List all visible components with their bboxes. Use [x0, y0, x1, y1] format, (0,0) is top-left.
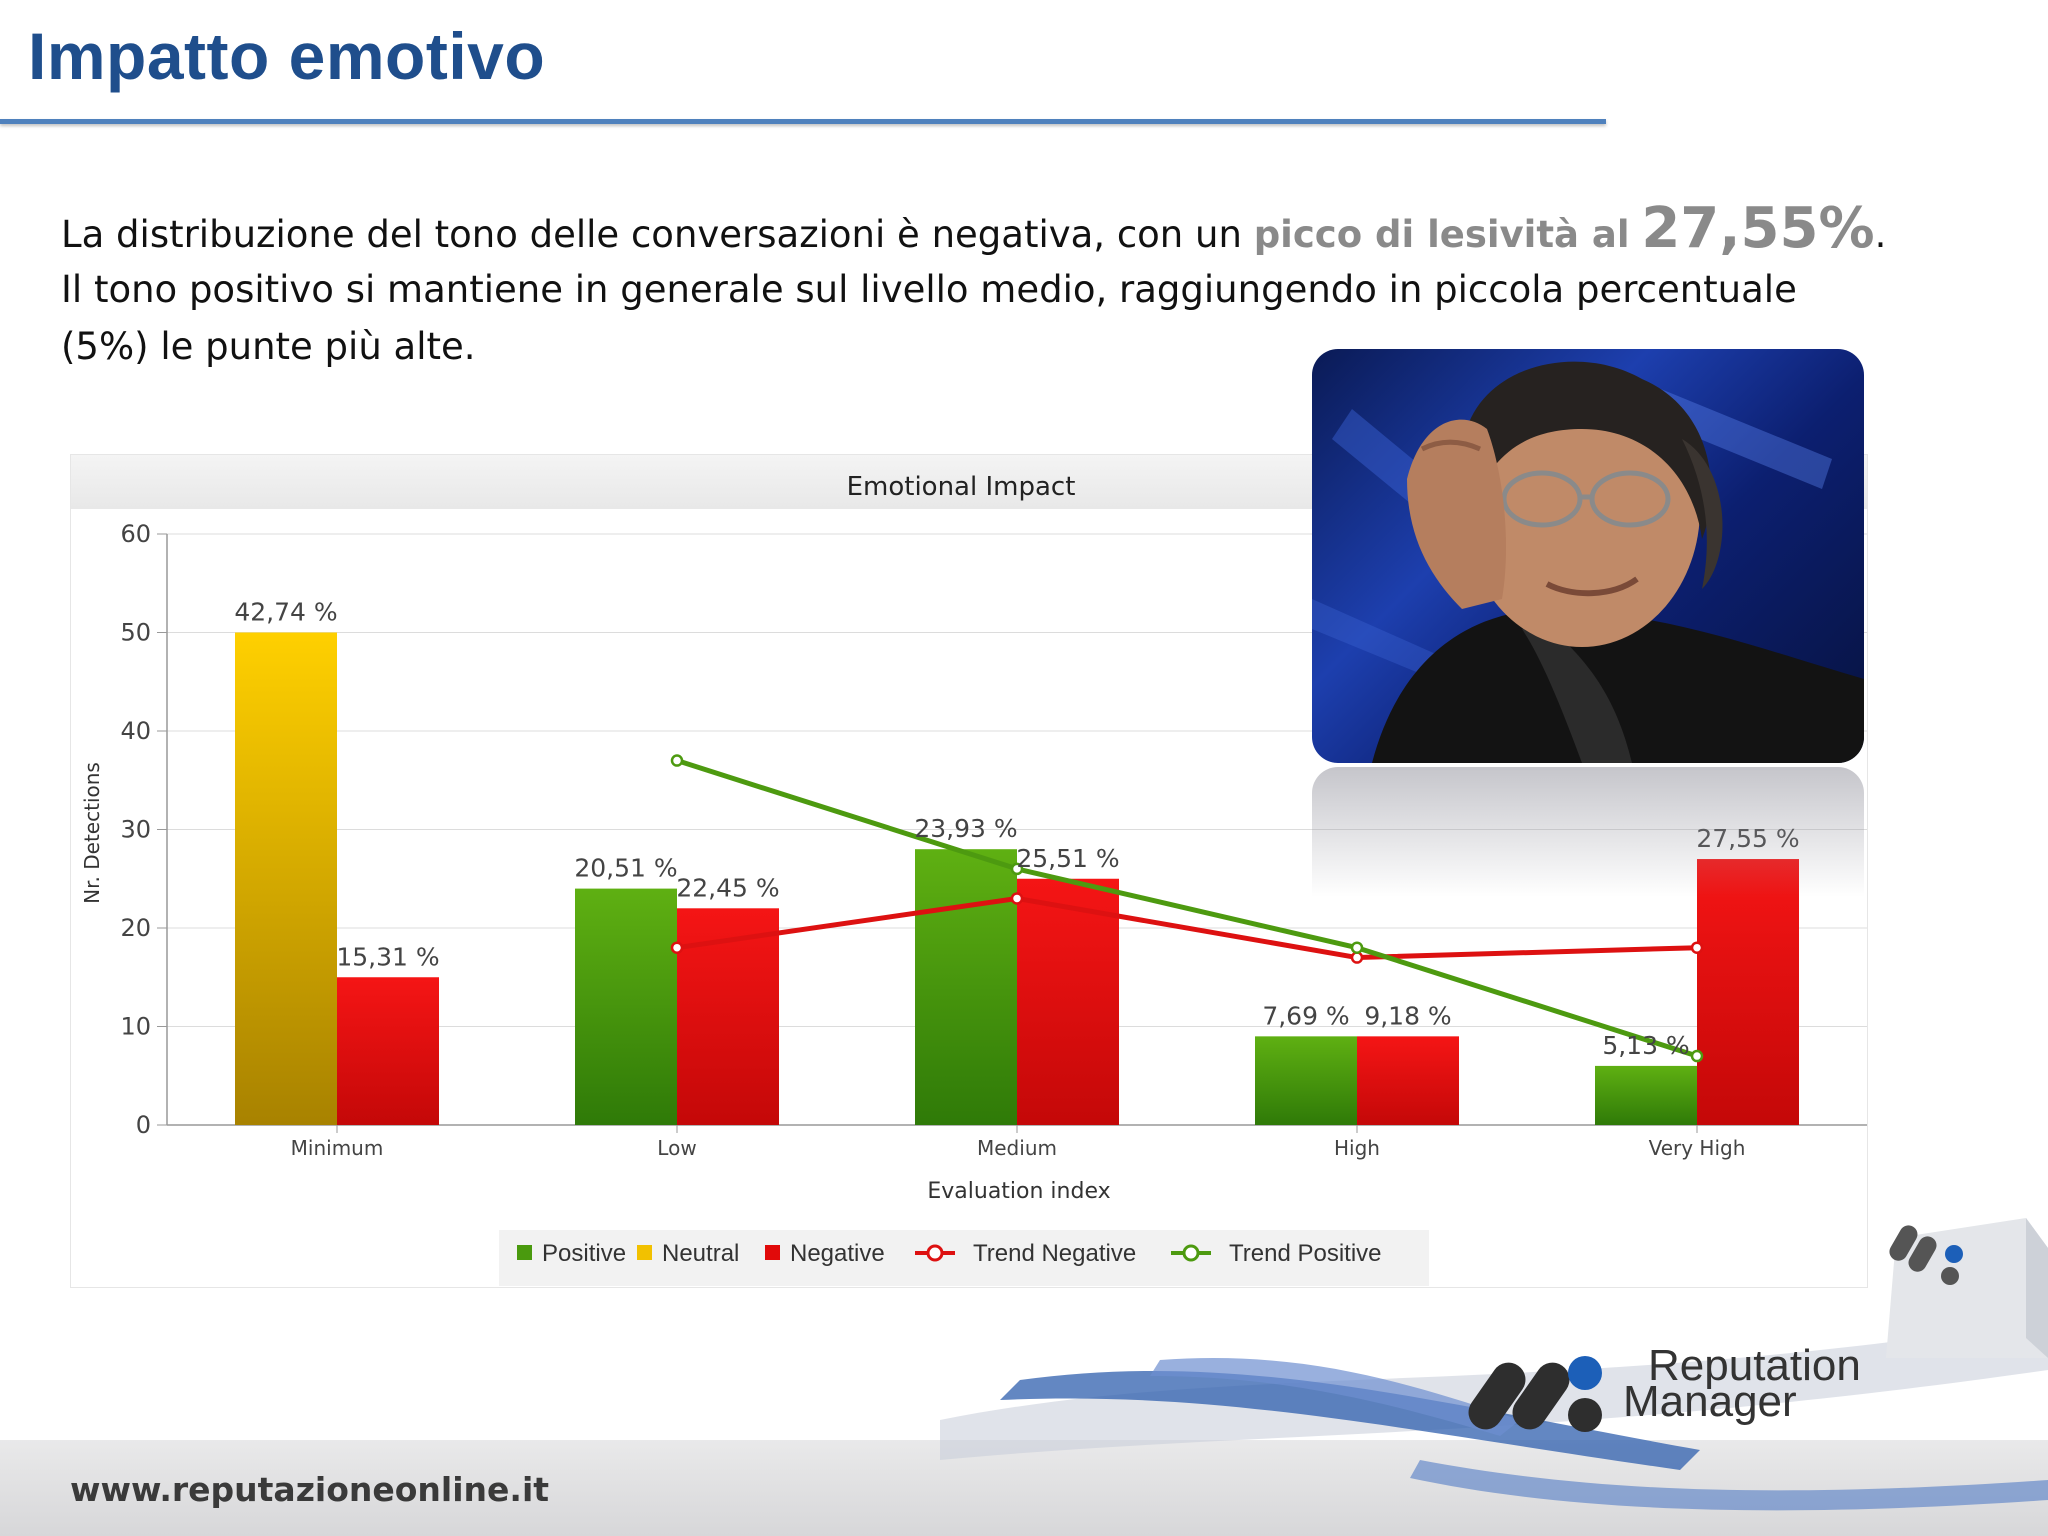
line-trend-negative [676, 895, 1698, 961]
summary-line-2: Il tono positivo si mantiene in generale… [61, 268, 1797, 311]
chart-title: Emotional Impact [847, 472, 1076, 502]
footer-band [0, 1440, 2048, 1536]
data-label: 23,93 % [914, 814, 1017, 843]
x-tick-label: High [1334, 1136, 1380, 1160]
chart-bars [235, 632, 1799, 1125]
portrait-illustration [1312, 361, 1864, 763]
brand-logo: Reputation Manager [1460, 1341, 1940, 1435]
footer-url: www.reputazioneonline.it [70, 1470, 550, 1509]
point-trend-negative [1010, 892, 1024, 905]
x-tick-label: Medium [977, 1136, 1057, 1160]
y-tick-label: 40 [120, 717, 151, 745]
y-axis-label: Nr. Detections [80, 762, 104, 904]
legend-label-negative: Negative [790, 1240, 885, 1267]
legend-swatch-neutral [637, 1245, 652, 1260]
bar-negative [337, 977, 439, 1125]
line-trend-positive [676, 758, 1698, 1059]
legend-marker-trend-negative [926, 1244, 944, 1262]
point-trend-positive [1010, 862, 1024, 876]
legend-swatch-positive [517, 1245, 532, 1260]
x-tick-label: Low [657, 1136, 696, 1160]
x-axis-label: Evaluation index [927, 1179, 1110, 1204]
y-tick-label: 60 [120, 520, 151, 548]
legend-label-trend-negative: Trend Negative [973, 1240, 1136, 1267]
x-tick-label: Very High [1649, 1136, 1746, 1160]
data-label: 25,51 % [1016, 844, 1119, 873]
data-label: 42,74 % [234, 598, 337, 627]
bar-negative [1697, 859, 1799, 1125]
bar-negative [1017, 878, 1119, 1125]
summary-peak-value: 27,55% [1641, 196, 1875, 261]
legend-marker-trend-positive [1182, 1244, 1200, 1262]
point-trend-negative [1690, 941, 1704, 954]
brand-mark-icon [1468, 1356, 1602, 1432]
point-trend-negative [670, 941, 684, 954]
data-label: 7,69 % [1262, 1001, 1349, 1030]
x-tick-label: Minimum [291, 1136, 384, 1160]
y-tick-label: 10 [120, 1013, 151, 1041]
data-label: 5,13 % [1602, 1031, 1689, 1060]
summary-line-1: La distribuzione del tono delle conversa… [61, 196, 1886, 261]
legend-label-trend-positive: Trend Positive [1229, 1240, 1382, 1267]
portrait-photo [1312, 349, 1864, 763]
data-label: 9,18 % [1364, 1001, 1451, 1030]
legend-background [499, 1230, 1429, 1286]
point-trend-negative [1350, 951, 1364, 964]
summary-highlight: picco di lesività al [1253, 213, 1630, 256]
y-tick-label: 50 [120, 619, 151, 647]
summary-line-1-prefix: La distribuzione del tono delle conversa… [61, 213, 1242, 256]
legend-swatch-negative [765, 1245, 780, 1260]
bar-positive [1255, 1036, 1357, 1125]
data-label: 20,51 % [574, 854, 677, 883]
point-trend-positive [1350, 941, 1364, 954]
data-label: 15,31 % [336, 942, 439, 971]
point-trend-positive [1690, 1049, 1704, 1063]
chart-legend: Positive Neutral Negative Trend Negative Tre… [517, 1240, 1382, 1267]
legend-label-positive: Positive [542, 1240, 626, 1267]
y-tick-label: 0 [136, 1111, 151, 1139]
data-label: 22,45 % [676, 873, 779, 902]
title-underline [0, 119, 1606, 124]
portrait-reflection [1312, 767, 1864, 897]
summary-line-1-suffix: . [1874, 213, 1887, 256]
point-trend-positive [670, 754, 684, 767]
bar-negative [1357, 1036, 1459, 1125]
slide-title: Impatto emotivo [28, 19, 546, 93]
bar-positive [915, 849, 1017, 1125]
y-tick-label: 30 [120, 816, 151, 844]
chart-trend-lines [670, 754, 1704, 1063]
product-box-icon [1886, 1218, 2048, 1358]
summary-line-3: (5%) le punte più alte. [61, 325, 476, 368]
bar-neutral [235, 632, 337, 1125]
bar-positive [1595, 1065, 1697, 1125]
y-tick-label: 20 [120, 914, 151, 942]
bar-positive [575, 888, 677, 1125]
legend-label-neutral: Neutral [662, 1240, 739, 1267]
brand-name-line-2: Manager [1623, 1377, 1797, 1426]
brand-name-line-1: Reputation [1648, 1341, 1861, 1390]
